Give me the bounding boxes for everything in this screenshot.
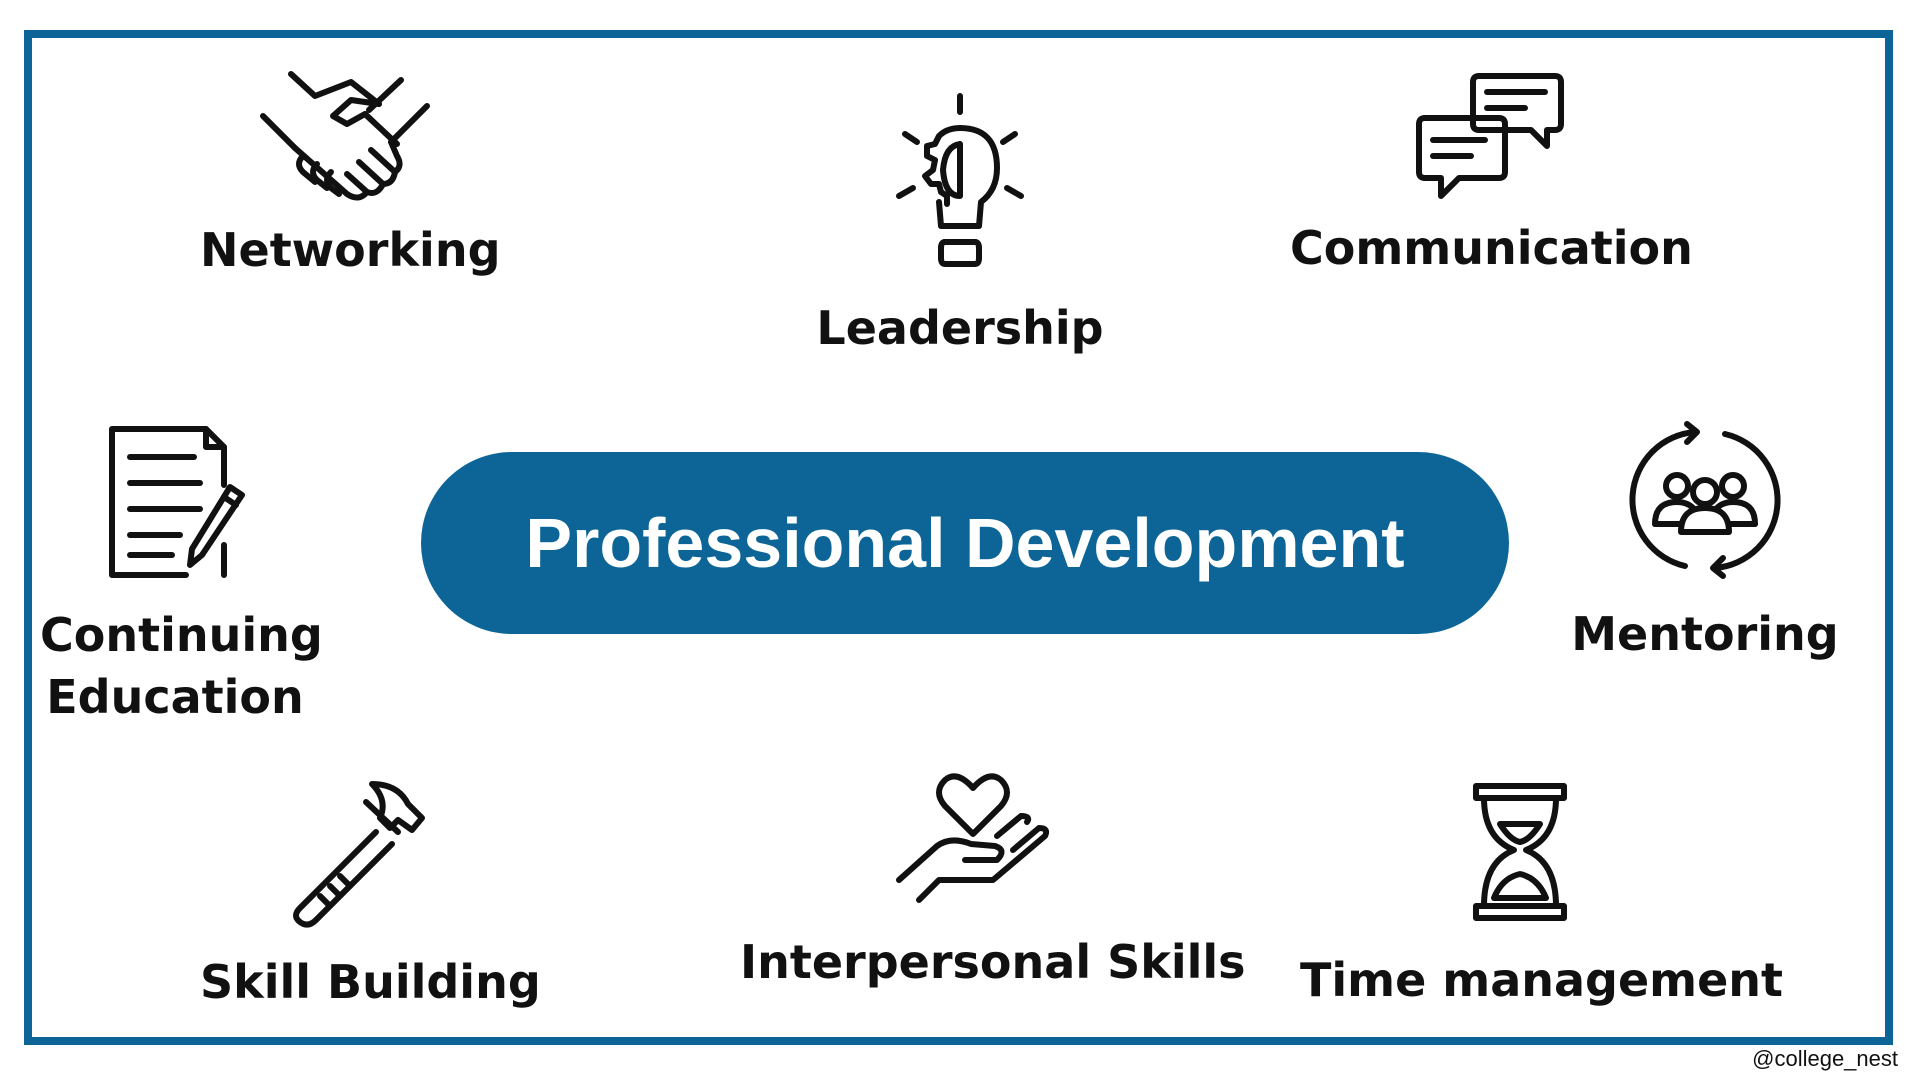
document-pencil-icon <box>109 426 245 578</box>
leadership-label: Leadership <box>816 301 1104 355</box>
node-communication: Communication <box>1290 68 1693 278</box>
continuing-education-label-2: Education <box>46 669 304 724</box>
interpersonal-skills-label: Interpersonal Skills <box>740 935 1246 989</box>
skill-building-label: Skill Building <box>200 955 541 1009</box>
group-cycle-icon <box>1629 421 1781 579</box>
center-node: Professional Development <box>421 452 1509 634</box>
node-continuing-education: Continuing Education <box>40 425 323 726</box>
center-title: Professional Development <box>525 504 1405 582</box>
continuing-education-label-1: Continuing <box>40 608 323 662</box>
node-leadership: Leadership <box>815 92 1105 358</box>
node-networking: Networking <box>200 68 501 280</box>
hourglass-icon <box>1473 783 1567 921</box>
networking-label: Networking <box>200 223 501 277</box>
handshake-icon <box>260 71 430 201</box>
time-management-label: Time management <box>1300 953 1784 1007</box>
node-mentoring: Mentoring <box>1550 420 1860 664</box>
node-time-management: Time management <box>1300 782 1784 1010</box>
communication-label: Communication <box>1290 221 1693 275</box>
node-skill-building: Skill Building <box>200 780 541 1012</box>
node-interpersonal-skills: Interpersonal Skills <box>740 766 1246 992</box>
mentoring-label: Mentoring <box>1571 607 1839 661</box>
chat-bubbles-icon <box>1416 73 1564 199</box>
heart-hand-icon <box>896 773 1050 903</box>
lightbulb-gear-icon <box>896 93 1024 267</box>
hammer-icon <box>293 781 425 928</box>
credit-handle: @college_nest <box>1752 1046 1898 1071</box>
